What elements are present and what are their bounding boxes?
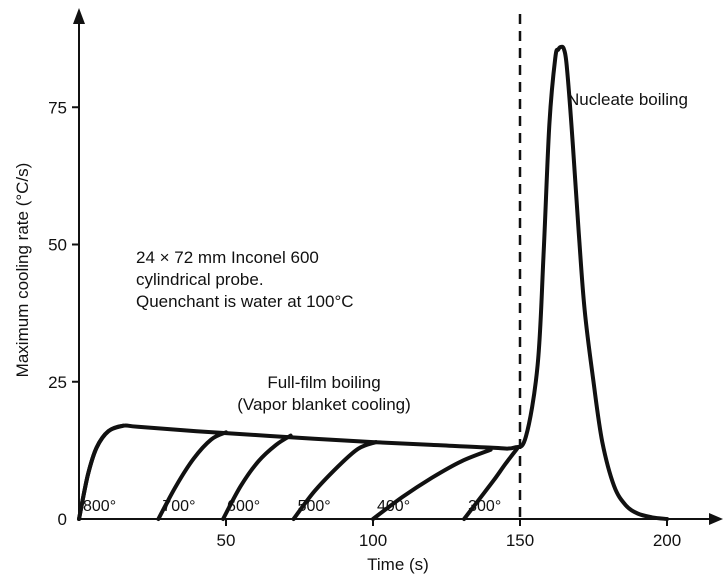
x-axis-label: Time (s) [367,555,429,574]
start-curve [156,430,228,521]
annotation-full-film-boiling: Full-film boiling [267,373,380,392]
annotation-probe-size: 24 × 72 mm Inconel 600 [136,248,319,267]
annotation-vapor-blanket: (Vapor blanket cooling) [237,395,411,414]
start-curve [371,447,493,521]
start-curve [462,446,520,521]
x-tick-label: 150 [506,531,534,550]
annotation-quenchant: Quenchant is water at 100°C [136,292,354,311]
y-tick-label: 75 [48,98,67,117]
y-tick-label: 0 [58,510,67,529]
temp-label: 700° [162,498,195,515]
temp-label: 600° [227,498,260,515]
y-axis-arrow [73,8,85,24]
temp-label: 500° [298,498,331,515]
annotation-probe-type: cylindrical probe. [136,270,264,289]
x-tick-label: 100 [359,531,387,550]
main-cooling-curve [77,44,669,521]
y-ticks: 0 25 50 75 [48,98,79,529]
x-tick-label: 200 [653,531,681,550]
start-curve [291,440,378,521]
annotation-nucleate-boiling: Nucleate boiling [567,90,688,109]
temp-label: 800° [83,498,116,515]
x-ticks: 50 100 150 200 [217,519,681,550]
x-tick-label: 50 [217,531,236,550]
start-curve [221,433,293,521]
x-axis-arrow [709,513,723,525]
temp-label: 300° [468,498,501,515]
y-tick-label: 50 [48,236,67,255]
temp-label: 400° [377,498,410,515]
temp-labels: 800° 700° 600° 500° 400° 300° [83,498,501,515]
y-tick-label: 25 [48,373,67,392]
y-axis-label: Maximum cooling rate (°C/s) [13,163,32,378]
